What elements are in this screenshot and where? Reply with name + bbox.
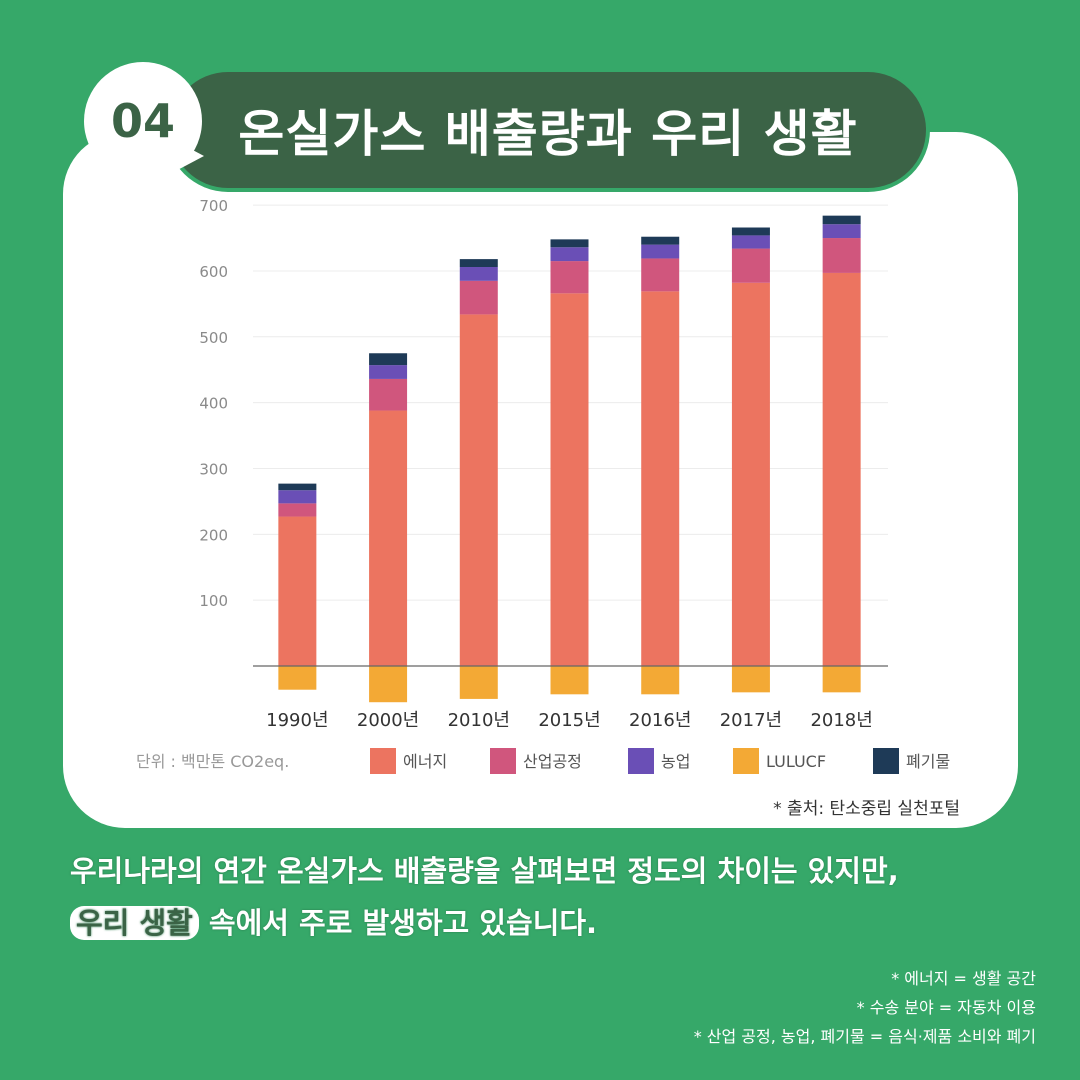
x-tick-label: 2015년	[538, 710, 600, 731]
bar-segment	[641, 258, 680, 292]
bar-segment	[550, 261, 589, 294]
y-tick-label: 200	[199, 526, 228, 544]
footnote-3: * 산업 공정, 농업, 폐기물 = 음식·제품 소비와 폐기	[693, 1027, 1036, 1046]
bar-segment	[822, 224, 861, 239]
bar-segment	[550, 247, 589, 262]
y-tick-label: 500	[199, 329, 228, 347]
bar-segment	[369, 365, 408, 379]
bar-segment	[731, 227, 770, 236]
legend-swatch	[733, 748, 759, 774]
y-tick-label: 700	[199, 197, 228, 215]
bar-segment	[459, 314, 498, 666]
legend-swatch	[873, 748, 899, 774]
summary-line-2: 우리 생활 속에서 주로 발생하고 있습니다.	[70, 897, 1030, 949]
bar-segment	[822, 272, 861, 666]
bar-segment	[459, 280, 498, 315]
page-title: 온실가스 배출량과 우리 생활	[238, 105, 858, 163]
bar-segment	[641, 244, 680, 259]
bar-segment-negative	[369, 666, 408, 703]
x-tick-label: 2010년	[448, 710, 510, 731]
legend-label: 농업	[661, 752, 690, 771]
bar-segment	[369, 353, 408, 366]
legend-swatch	[628, 748, 654, 774]
bar-segment	[641, 236, 680, 245]
legend-label: LULUCF	[766, 752, 826, 771]
bar-segment	[278, 503, 317, 517]
footnote-2: * 수송 분야 = 자동차 이용	[856, 998, 1036, 1017]
legend-swatch	[490, 748, 516, 774]
bar-segment	[369, 410, 408, 666]
legend-swatch	[370, 748, 396, 774]
bar-segment	[459, 259, 498, 268]
y-tick-label: 600	[199, 263, 228, 281]
legend-label: 에너지	[403, 752, 447, 771]
summary-text: 우리나라의 연간 온실가스 배출량을 살펴보면 정도의 차이는 있지만, 우리 …	[70, 845, 1030, 949]
y-tick-label: 400	[199, 395, 228, 413]
footnote-1: * 에너지 = 생활 공간	[891, 969, 1036, 988]
bar-segment	[822, 215, 861, 225]
legend-label: 폐기물	[906, 752, 950, 771]
bar-segment-negative	[641, 666, 680, 695]
bar-segment	[731, 248, 770, 283]
bar-segment	[369, 378, 408, 411]
x-tick-label: 2017년	[720, 710, 782, 731]
y-tick-label: 100	[199, 592, 228, 610]
footnotes: * 에너지 = 생활 공간 * 수송 분야 = 자동차 이용 * 산업 공정, …	[694, 964, 1036, 1051]
bar-segment	[550, 293, 589, 666]
bar-segment-negative	[278, 666, 317, 690]
summary-line-1: 우리나라의 연간 온실가스 배출량을 살펴보면 정도의 차이는 있지만,	[70, 854, 899, 888]
bar-segment	[731, 282, 770, 666]
bar-segment	[822, 238, 861, 273]
bar-segment	[278, 516, 317, 666]
bar-segment	[550, 239, 589, 248]
bar-segment-negative	[731, 666, 770, 693]
x-tick-label: 2016년	[629, 710, 691, 731]
x-tick-label: 1990년	[266, 710, 328, 731]
bar-segment	[278, 490, 317, 504]
legend-label: 산업공정	[523, 752, 582, 771]
unit-label: 단위 : 백만톤 CO2eq.	[136, 752, 289, 771]
summary-line-2-rest: 속에서 주로 발생하고 있습니다.	[198, 906, 598, 940]
badge-number: 04	[96, 74, 190, 168]
summary-highlight: 우리 생활	[70, 906, 199, 940]
bar-segment-negative	[550, 666, 589, 695]
source-note: * 출처: 탄소중립 실천포털	[773, 799, 960, 819]
title-banner	[170, 72, 926, 188]
bar-segment	[278, 483, 317, 491]
bar-segment	[641, 291, 680, 666]
bar-segment	[731, 235, 770, 249]
x-tick-label: 2000년	[357, 710, 419, 731]
bar-segment	[459, 267, 498, 281]
bar-segment-negative	[459, 666, 498, 699]
x-tick-label: 2018년	[810, 710, 872, 731]
y-tick-label: 300	[199, 460, 228, 478]
bar-segment-negative	[822, 666, 861, 693]
